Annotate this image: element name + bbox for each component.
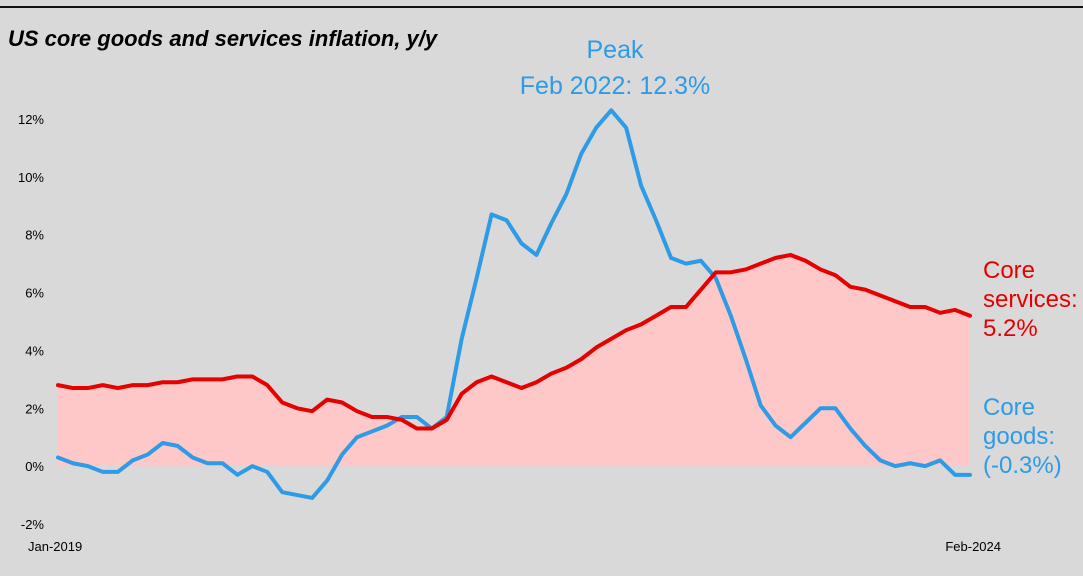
y-tick-label: -2% [21, 517, 45, 532]
y-tick-label: 8% [25, 228, 44, 243]
goods-end-label-line-2: goods: [983, 423, 1056, 450]
y-tick-label: 2% [25, 401, 44, 416]
peak-annotation-title: Peak [586, 36, 644, 64]
goods-end-label-line-1: Core [983, 394, 1036, 421]
services-end-label-line-1: Core [983, 257, 1036, 284]
y-tick-label: 12% [18, 112, 44, 127]
services-area [58, 254, 970, 467]
chart-title: US core goods and services inflation, y/… [8, 26, 438, 51]
services-end-label-line-3: 5.2% [983, 315, 1038, 342]
area-layer [58, 254, 970, 467]
y-tick-label: 6% [25, 286, 44, 301]
x-axis-ticks: Jan-2019 Feb-2024 [28, 539, 1001, 554]
line-layer [56, 108, 972, 500]
y-tick-label: 0% [25, 459, 44, 474]
core-goods-line [56, 108, 972, 500]
services-end-label-line-2: services: [983, 286, 1078, 313]
y-tick-label: 10% [18, 170, 44, 185]
top-rule [0, 6, 1083, 8]
y-axis-ticks: -2% 0% 2% 4% 6% 8% 10% 12% [18, 112, 44, 532]
core-services-line [56, 252, 972, 431]
peak-annotation-value: Feb 2022: 12.3% [519, 72, 711, 100]
goods-end-label-line-3: (-0.3%) [983, 452, 1062, 479]
x-tick-label: Feb-2024 [945, 539, 1001, 554]
y-tick-label: 4% [25, 343, 44, 358]
x-tick-label: Jan-2019 [28, 539, 82, 554]
